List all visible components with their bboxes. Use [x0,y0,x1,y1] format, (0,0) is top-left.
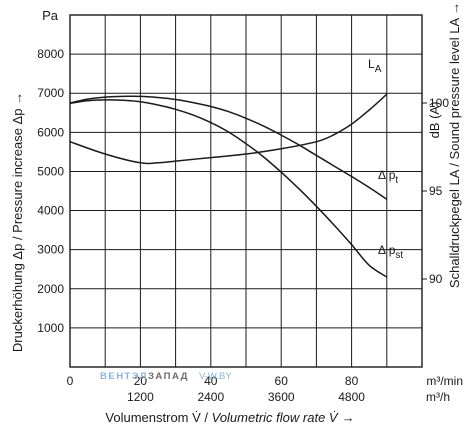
y-tick-label: 6000 [37,125,64,139]
x-secondary-tick-label: 3600 [268,390,295,404]
y-right-tick-label: 90 [429,272,443,286]
x-tick-label: 80 [345,374,359,388]
series-line [69,99,388,278]
x-tick-label: 20 [134,374,148,388]
watermark-part1: ВЕНТЭЛ [100,371,148,382]
y-unit-label: Pa [42,8,59,23]
series-label: Δ pt [378,168,398,186]
y-right-tick-label: 95 [429,184,443,198]
watermark: ВЕНТЭЛЗАПАД V-W.BY [100,371,232,382]
y-tick-label: 8000 [37,47,64,61]
series-line [69,95,388,200]
y-tick-label: 5000 [37,164,64,178]
x-secondary-tick-label: 2400 [197,390,224,404]
y-tick-label: 3000 [37,243,64,257]
x-unit-secondary: m³/h [426,390,450,404]
y-tick-label: 4000 [37,204,64,218]
x-unit-primary: m³/min [426,374,463,388]
series-label: Δ pst [378,243,403,261]
tick-layer: 1000200030004000500060007000800090951000… [37,47,449,404]
x-secondary-tick-label: 4800 [338,390,365,404]
series-line [69,93,388,165]
watermark-part3: V-W.BY [199,371,232,382]
x-tick-label: 40 [204,374,218,388]
y-tick-label: 1000 [37,321,64,335]
grid [70,15,422,367]
y-tick-label: 2000 [37,282,64,296]
y-axis-title: Druckerhöhung Δp / Pressure increase Δp … [10,92,25,352]
watermark-part2: ЗАПАД [148,371,189,382]
series-layer: Δ pt Δ pst LA [69,57,403,278]
x-tick-label: 60 [275,374,289,388]
series-label: LA [368,57,382,75]
x-tick-label: 0 [67,374,74,388]
y-tick-label: 7000 [37,86,64,100]
y-right-tick-label: 100 [429,96,449,110]
x-axis-title: Volumenstrom V̇ / Volumetric flow rate V… [105,410,354,425]
y-right-unit: dB (A) [427,102,442,139]
x-secondary-tick-label: 1200 [127,390,154,404]
y-right-axis-title: Schalldruckpegel LA / Sound pressure lev… [447,2,462,288]
